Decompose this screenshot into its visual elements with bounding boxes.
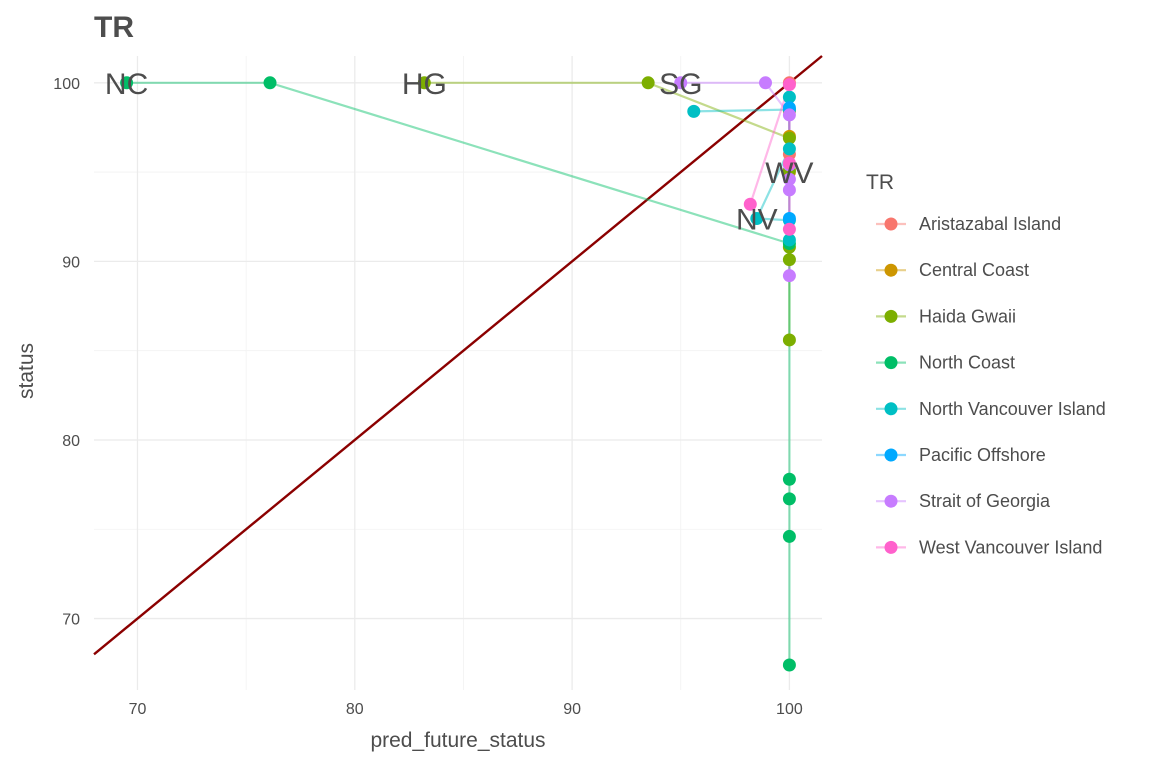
data-point xyxy=(782,212,796,226)
legend-key-point xyxy=(884,356,898,370)
point-label: NC xyxy=(105,68,148,101)
series-lines xyxy=(126,81,791,665)
data-point xyxy=(782,108,796,122)
point-label: WV xyxy=(765,157,813,190)
legend-key-point xyxy=(884,448,898,462)
data-point xyxy=(782,183,796,197)
x-tick-label: 70 xyxy=(129,701,147,718)
series-line xyxy=(424,81,791,340)
chart-title: TR xyxy=(94,11,134,44)
legend-title: TR xyxy=(866,171,894,194)
data-point xyxy=(782,90,796,104)
data-point xyxy=(417,76,431,90)
x-tick-label: 80 xyxy=(346,701,364,718)
y-tick-label: 90 xyxy=(62,254,80,271)
legend-key-point xyxy=(884,494,898,508)
data-point xyxy=(782,142,796,156)
legend-label: Pacific Offshore xyxy=(919,445,1046,465)
data-point xyxy=(782,156,796,170)
x-tick-label: 90 xyxy=(563,701,581,718)
data-point xyxy=(782,472,796,486)
series-line xyxy=(126,81,791,665)
legend-label: Aristazabal Island xyxy=(919,214,1061,234)
data-point xyxy=(782,269,796,283)
data-point xyxy=(782,233,796,247)
data-point xyxy=(782,333,796,347)
point-label: HG xyxy=(402,68,447,101)
series-points xyxy=(120,76,796,672)
data-point xyxy=(782,172,796,186)
point-label: NV xyxy=(736,204,778,237)
y-tick-label: 100 xyxy=(53,76,80,93)
x-axis-title: pred_future_status xyxy=(370,729,545,752)
legend-label: West Vancouver Island xyxy=(919,537,1102,557)
legend-label: North Vancouver Island xyxy=(919,399,1106,419)
data-point xyxy=(782,658,796,672)
legend-key-point xyxy=(884,309,898,323)
y-axis-title: status xyxy=(15,343,38,399)
point-labels: NC HG SG WV NV xyxy=(105,68,814,237)
data-point xyxy=(782,529,796,543)
legend-label: North Coast xyxy=(919,353,1015,373)
legend-key-point xyxy=(884,263,898,277)
x-tick-label: 100 xyxy=(776,701,803,718)
data-point xyxy=(743,197,757,211)
y-tick-label: 70 xyxy=(62,612,80,629)
data-point xyxy=(120,76,134,90)
data-point xyxy=(687,104,701,118)
data-point xyxy=(782,253,796,267)
data-point xyxy=(782,78,796,92)
legend-label: Haida Gwaii xyxy=(919,306,1016,326)
y-tick-label: 80 xyxy=(62,433,80,450)
data-point xyxy=(782,222,796,236)
grid xyxy=(94,56,822,690)
data-point xyxy=(758,76,772,90)
legend-key-point xyxy=(884,402,898,416)
data-point xyxy=(674,76,688,90)
data-point xyxy=(782,131,796,145)
legend-label: Strait of Georgia xyxy=(919,491,1051,511)
point-label: SG xyxy=(659,68,702,101)
data-point xyxy=(750,212,764,226)
data-point xyxy=(641,76,655,90)
x-tick-labels: 70 80 90 100 xyxy=(129,701,803,718)
legend-key-point xyxy=(884,217,898,231)
data-point xyxy=(263,76,277,90)
reference-line-group xyxy=(93,55,823,656)
legend: TR Aristazabal Island Central Coast Haida … xyxy=(866,171,1106,557)
reference-line xyxy=(93,55,823,656)
legend-label: Central Coast xyxy=(919,260,1029,280)
y-tick-labels: 70 80 90 100 xyxy=(53,76,80,629)
data-point xyxy=(782,492,796,506)
legend-key-point xyxy=(884,540,898,554)
